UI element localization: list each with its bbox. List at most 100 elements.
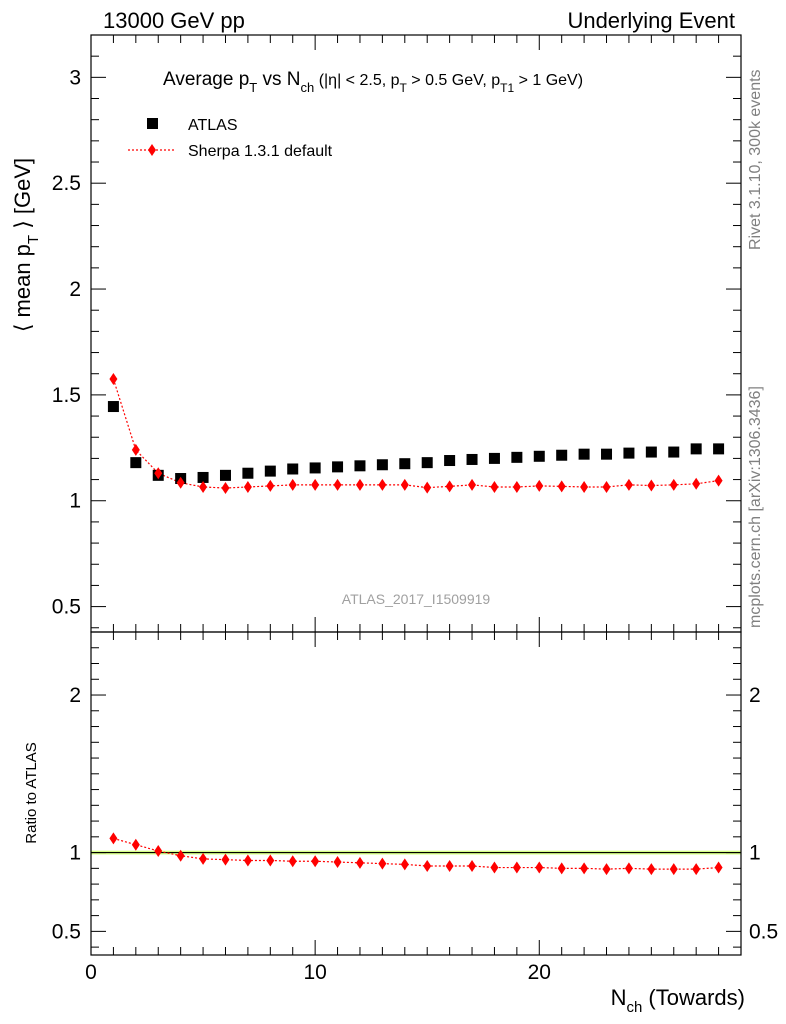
atlas-point xyxy=(466,453,478,465)
mc-point xyxy=(109,373,118,386)
main-axis-ticks: 0.5 1 1.5 2 2.5 3 xyxy=(52,34,742,632)
mc-point xyxy=(512,480,521,493)
mc-point xyxy=(445,480,454,493)
mc-point xyxy=(535,479,544,492)
atlas-point xyxy=(376,459,388,471)
ratio-points xyxy=(109,832,723,876)
mc-point xyxy=(557,480,566,493)
mcplots-info: mcplots.cern.ch [arXiv:1306.3436] xyxy=(747,386,764,628)
legend-atlas-marker xyxy=(147,118,158,129)
mc-point xyxy=(378,478,387,491)
atlas-point xyxy=(690,443,702,455)
mc-point xyxy=(199,480,208,493)
mc-point xyxy=(624,478,633,491)
atlas-point xyxy=(107,401,119,413)
atlas-point xyxy=(130,457,142,469)
ratio-point xyxy=(333,856,342,869)
y-tick-label: 1 xyxy=(69,490,81,513)
ratio-point xyxy=(176,849,185,862)
mc-point xyxy=(423,481,432,494)
atlas-point xyxy=(511,451,523,463)
ratio-point xyxy=(423,859,432,872)
ratio-point xyxy=(512,861,521,874)
ratio-axis-ticks: 0.5 0.51 12 20 10 20 xyxy=(52,631,778,984)
ratio-point xyxy=(199,852,208,865)
y-tick-label: 2 xyxy=(69,684,81,707)
ratio-point xyxy=(131,838,140,851)
atlas-point xyxy=(264,465,276,477)
y-tick-label: 1 xyxy=(69,842,81,865)
y-tick-label-right: 1 xyxy=(749,842,761,865)
header-right: Underlying Event xyxy=(567,8,735,33)
ratio-point xyxy=(154,845,163,858)
y-tick-label: 2 xyxy=(69,278,81,301)
atlas-point xyxy=(713,443,725,455)
atlas-point xyxy=(197,471,209,483)
ratio-point xyxy=(714,861,723,874)
ratio-point xyxy=(535,861,544,874)
atlas-point xyxy=(645,446,657,458)
atlas-point xyxy=(309,462,321,474)
ratio-point xyxy=(647,863,656,876)
atlas-point xyxy=(421,457,433,469)
main-y-label: ⟨ mean pT ⟩ [GeV] xyxy=(10,158,42,332)
mc-line xyxy=(113,837,719,870)
ratio-panel: 0.5 0.51 12 20 10 20 Ratio to ATLAS Nch (Towa… xyxy=(23,631,778,1016)
mc-point xyxy=(400,478,409,491)
mc-point xyxy=(311,478,320,491)
legend-mc-marker xyxy=(148,144,156,156)
x-tick-label: 10 xyxy=(303,961,326,984)
atlas-point xyxy=(354,460,366,472)
atlas-point xyxy=(533,450,545,462)
atlas-point xyxy=(219,469,231,481)
x-tick-label: 0 xyxy=(85,961,97,984)
y-tick-label: 0.5 xyxy=(52,596,81,619)
y-tick-label: 0.5 xyxy=(52,920,81,943)
mc-point xyxy=(221,482,230,495)
mc-point xyxy=(602,480,611,493)
y-tick-label: 2.5 xyxy=(52,172,81,195)
mc-point xyxy=(580,480,589,493)
ratio-point xyxy=(692,863,701,876)
y-tick-label: 1.5 xyxy=(52,384,81,407)
ratio-point xyxy=(266,854,275,867)
atlas-point xyxy=(287,463,299,475)
y-tick-label-right: 0.5 xyxy=(749,920,778,943)
mc-point xyxy=(288,478,297,491)
mc-point xyxy=(468,478,477,491)
mc-point xyxy=(176,476,185,489)
legend-atlas-label: ATLAS xyxy=(188,117,238,134)
atlas-point xyxy=(578,448,590,460)
ratio-frame xyxy=(90,631,742,956)
plot-title: Average pT vs Nch (|η| < 2.5, pT > 0.5 G… xyxy=(163,69,583,95)
mc-point xyxy=(131,443,140,456)
atlas-point xyxy=(623,447,635,459)
mc-point xyxy=(243,480,252,493)
ratio-point xyxy=(109,832,118,845)
ratio-point xyxy=(624,862,633,875)
atlas-point xyxy=(488,452,500,464)
legend: ATLAS Sherpa 1.3.1 default xyxy=(128,117,333,160)
ratio-point xyxy=(557,862,566,875)
ratio-point xyxy=(400,858,409,871)
ratio-point xyxy=(378,857,387,870)
y-tick-label: 3 xyxy=(69,66,81,89)
header-left: 13000 GeV pp xyxy=(103,8,245,33)
ratio-point xyxy=(669,863,678,876)
ratio-point xyxy=(445,859,454,872)
atlas-point xyxy=(399,458,411,470)
ratio-point xyxy=(311,855,320,868)
ratio-point xyxy=(288,855,297,868)
mc-point xyxy=(714,474,723,487)
mc-point xyxy=(490,480,499,493)
atlas-point xyxy=(444,455,456,467)
ratio-point xyxy=(221,853,230,866)
ratio-point xyxy=(602,863,611,876)
mc-point xyxy=(355,478,364,491)
mc-point xyxy=(669,478,678,491)
mc-point xyxy=(154,467,163,480)
ratio-point xyxy=(355,856,364,869)
ratio-point xyxy=(468,859,477,872)
mc-point xyxy=(266,479,275,492)
